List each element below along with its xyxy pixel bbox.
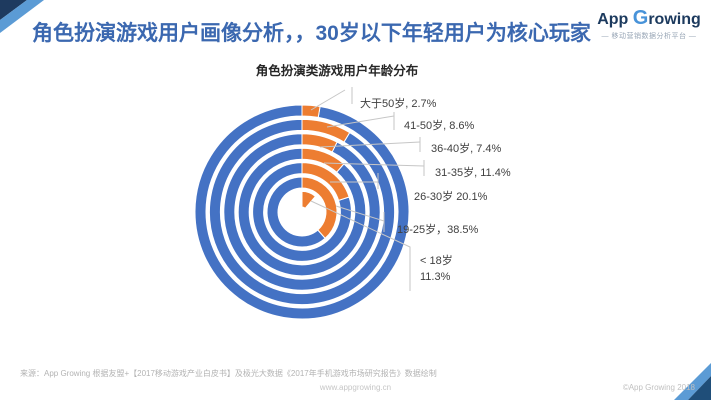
leader-line-41-50岁 xyxy=(326,115,395,128)
chart-label-26-30: 26-30岁 20.1% xyxy=(414,191,488,203)
website-url: www.appgrowing.cn xyxy=(319,383,392,392)
page-title: 角色扮演游戏用户画像分析，，30岁以下年轻用户为核心玩家 xyxy=(32,22,591,45)
ring-41-50岁-segment xyxy=(301,118,351,143)
chart-label-41-50: 41-50岁, 8.6% xyxy=(404,120,475,132)
chart-label-under18-line1: < 18岁 xyxy=(420,255,453,267)
logo-text-rowing: rowing xyxy=(648,11,701,28)
ring-36-40岁-segment xyxy=(301,133,338,153)
ring-大于50岁-segment xyxy=(301,104,321,118)
app-growing-logo: App Growing — 移动营销数据分析平台 — xyxy=(593,7,705,41)
ring-26-30岁-segment xyxy=(301,162,350,201)
ring-19-25岁-remainder xyxy=(266,176,326,248)
leader-line-31-35岁 xyxy=(323,162,425,167)
chart-label-over50: 大于50岁, 2.7% xyxy=(360,98,437,110)
leader-line-36-40岁 xyxy=(319,141,421,148)
ring-大于50岁-remainder xyxy=(194,104,410,320)
chart-label-19-25: 19-25岁，38.5% xyxy=(397,224,479,236)
ring-41-50岁-remainder xyxy=(208,118,396,306)
chart-label-31-35: 31-35岁, 11.4% xyxy=(435,167,511,179)
ring-31-35岁-remainder xyxy=(237,147,367,277)
ring-26-30岁-remainder xyxy=(252,162,352,262)
leader-line-19-25岁 xyxy=(335,205,385,222)
chart-label-36-40: 36-40岁, 7.4% xyxy=(431,143,502,155)
ring-<18岁-segment xyxy=(301,190,317,209)
source-note: 来源：App Growing 根据友盟+【2017移动游戏产业白皮书】及极光大数… xyxy=(20,369,437,378)
logo-tagline: — 移动营销数据分析平台 — xyxy=(601,33,697,40)
copyright-text: ©App Growing 2018 xyxy=(622,383,695,392)
logo-text-app: App xyxy=(597,11,633,28)
ring-31-35岁-segment xyxy=(301,147,345,173)
ring-19-25岁-segment xyxy=(301,176,338,239)
leader-line-<18岁 xyxy=(310,200,411,291)
chart-label-under18-line2: 11.3% xyxy=(420,271,451,283)
logo-wordmark: App Growing xyxy=(593,7,705,29)
leader-line-大于50岁 xyxy=(310,89,346,111)
chart-title: 角色扮演类游戏用户年龄分布 xyxy=(255,64,419,78)
logo-g-swoosh-icon: G xyxy=(632,7,649,29)
